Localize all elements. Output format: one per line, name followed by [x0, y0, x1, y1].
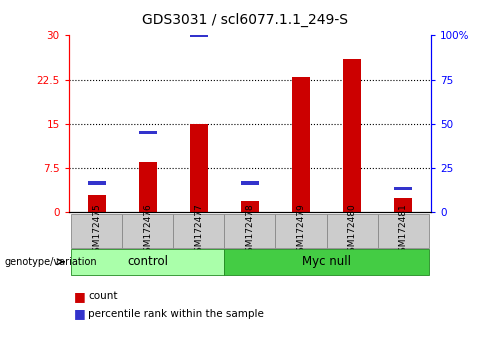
- Text: GSM172479: GSM172479: [296, 204, 305, 258]
- Bar: [88, 181, 106, 184]
- Bar: [394, 187, 412, 190]
- Bar: [224, 249, 429, 275]
- Bar: [394, 198, 412, 212]
- Text: GSM172476: GSM172476: [143, 204, 152, 258]
- Bar: [224, 214, 275, 248]
- Bar: [139, 131, 157, 135]
- Bar: [71, 214, 122, 248]
- Bar: [343, 59, 361, 212]
- Text: GSM172481: GSM172481: [398, 204, 408, 258]
- Text: ■: ■: [74, 308, 85, 320]
- Bar: [378, 214, 429, 248]
- Text: control: control: [127, 255, 168, 268]
- Bar: [275, 214, 326, 248]
- Text: ■: ■: [74, 290, 85, 303]
- Text: GDS3031 / scl6077.1.1_249-S: GDS3031 / scl6077.1.1_249-S: [142, 12, 348, 27]
- Text: GSM172477: GSM172477: [195, 204, 203, 258]
- Text: genotype/variation: genotype/variation: [5, 257, 98, 267]
- Text: count: count: [88, 291, 118, 301]
- Text: GSM172480: GSM172480: [347, 204, 357, 258]
- Bar: [326, 214, 378, 248]
- Bar: [190, 124, 208, 212]
- Bar: [88, 195, 106, 212]
- Bar: [241, 181, 259, 184]
- Bar: [122, 214, 173, 248]
- Text: Myc null: Myc null: [302, 255, 351, 268]
- Text: GSM172475: GSM172475: [92, 204, 101, 258]
- Bar: [190, 34, 208, 37]
- Bar: [241, 201, 259, 212]
- Bar: [71, 249, 224, 275]
- Bar: [292, 16, 310, 19]
- Bar: [139, 162, 157, 212]
- Text: percentile rank within the sample: percentile rank within the sample: [88, 309, 264, 319]
- Bar: [292, 77, 310, 212]
- Text: GSM172478: GSM172478: [245, 204, 254, 258]
- Bar: [173, 214, 224, 248]
- Bar: [343, 16, 361, 19]
